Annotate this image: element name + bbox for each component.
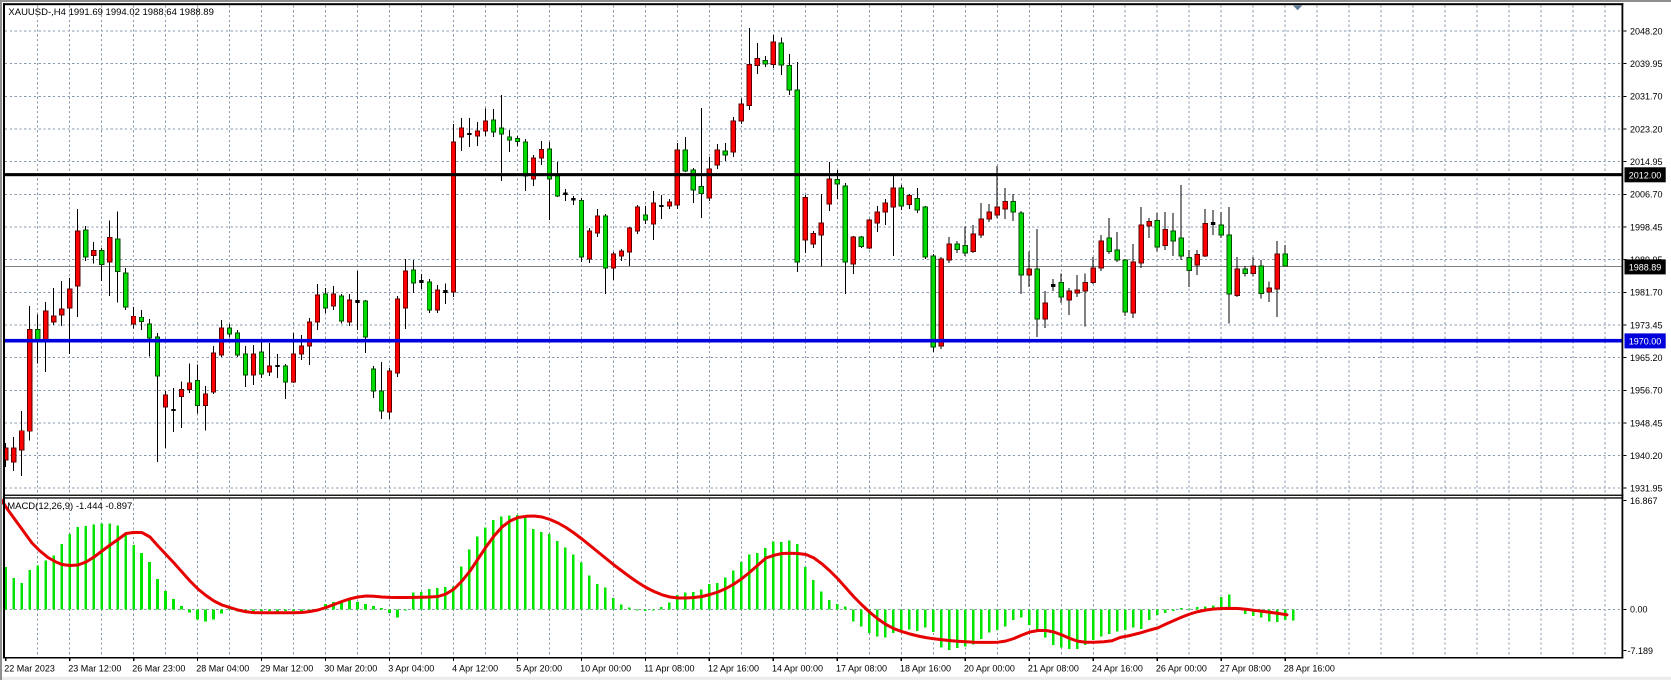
svg-text:27 Apr 08:00: 27 Apr 08:00 — [1220, 664, 1271, 674]
svg-text:2031.70: 2031.70 — [1630, 92, 1663, 102]
svg-text:10 Apr 00:00: 10 Apr 00:00 — [580, 664, 631, 674]
svg-text:11 Apr 08:00: 11 Apr 08:00 — [644, 664, 694, 674]
svg-text:1988.89: 1988.89 — [1629, 263, 1662, 273]
svg-text:20 Apr 00:00: 20 Apr 00:00 — [964, 664, 1015, 674]
svg-text:16.867: 16.867 — [1630, 496, 1658, 506]
svg-text:1973.45: 1973.45 — [1630, 320, 1663, 330]
svg-text:2006.70: 2006.70 — [1630, 190, 1663, 200]
svg-text:22 Mar 2023: 22 Mar 2023 — [4, 664, 55, 674]
svg-text:28 Apr 16:00: 28 Apr 16:00 — [1284, 664, 1335, 674]
svg-text:12 Apr 16:00: 12 Apr 16:00 — [708, 664, 759, 674]
svg-text:3 Apr 04:00: 3 Apr 04:00 — [388, 664, 434, 674]
svg-text:1956.70: 1956.70 — [1630, 386, 1663, 396]
svg-text:23 Mar 12:00: 23 Mar 12:00 — [68, 664, 121, 674]
svg-text:30 Mar 20:00: 30 Mar 20:00 — [324, 664, 377, 674]
svg-text:26 Mar 23:00: 26 Mar 23:00 — [132, 664, 185, 674]
svg-text:18 Apr 16:00: 18 Apr 16:00 — [900, 664, 951, 674]
svg-text:29 Mar 12:00: 29 Mar 12:00 — [260, 664, 313, 674]
svg-text:-7.189: -7.189 — [1628, 646, 1654, 656]
svg-text:1948.45: 1948.45 — [1630, 418, 1663, 428]
svg-text:28 Mar 04:00: 28 Mar 04:00 — [196, 664, 249, 674]
svg-text:26 Apr 00:00: 26 Apr 00:00 — [1156, 664, 1207, 674]
svg-text:1981.70: 1981.70 — [1630, 288, 1663, 298]
svg-text:2039.95: 2039.95 — [1630, 59, 1663, 69]
svg-text:2023.20: 2023.20 — [1630, 124, 1663, 134]
svg-text:17 Apr 08:00: 17 Apr 08:00 — [836, 664, 887, 674]
svg-text:21 Apr 08:00: 21 Apr 08:00 — [1028, 664, 1079, 674]
svg-text:14 Apr 00:00: 14 Apr 00:00 — [772, 664, 823, 674]
svg-text:1940.20: 1940.20 — [1630, 451, 1663, 461]
svg-text:1931.95: 1931.95 — [1630, 484, 1663, 494]
svg-text:4 Apr 12:00: 4 Apr 12:00 — [452, 664, 498, 674]
svg-text:1965.20: 1965.20 — [1630, 353, 1663, 363]
svg-text:2048.20: 2048.20 — [1630, 26, 1663, 36]
svg-text:2014.95: 2014.95 — [1630, 157, 1663, 167]
svg-text:1998.45: 1998.45 — [1630, 222, 1663, 232]
svg-text:24 Apr 16:00: 24 Apr 16:00 — [1092, 664, 1143, 674]
svg-text:5 Apr 20:00: 5 Apr 20:00 — [516, 664, 562, 674]
svg-text:1970.00: 1970.00 — [1629, 337, 1662, 347]
svg-text:2012.00: 2012.00 — [1629, 171, 1662, 181]
svg-text:0.00: 0.00 — [1630, 605, 1648, 615]
svg-text:MACD(12,26,9) -1.444 -0.897: MACD(12,26,9) -1.444 -0.897 — [7, 501, 132, 512]
svg-text:XAUUSD-,H4 1991.69 1994.02 198: XAUUSD-,H4 1991.69 1994.02 1988.64 1988.… — [8, 7, 213, 18]
